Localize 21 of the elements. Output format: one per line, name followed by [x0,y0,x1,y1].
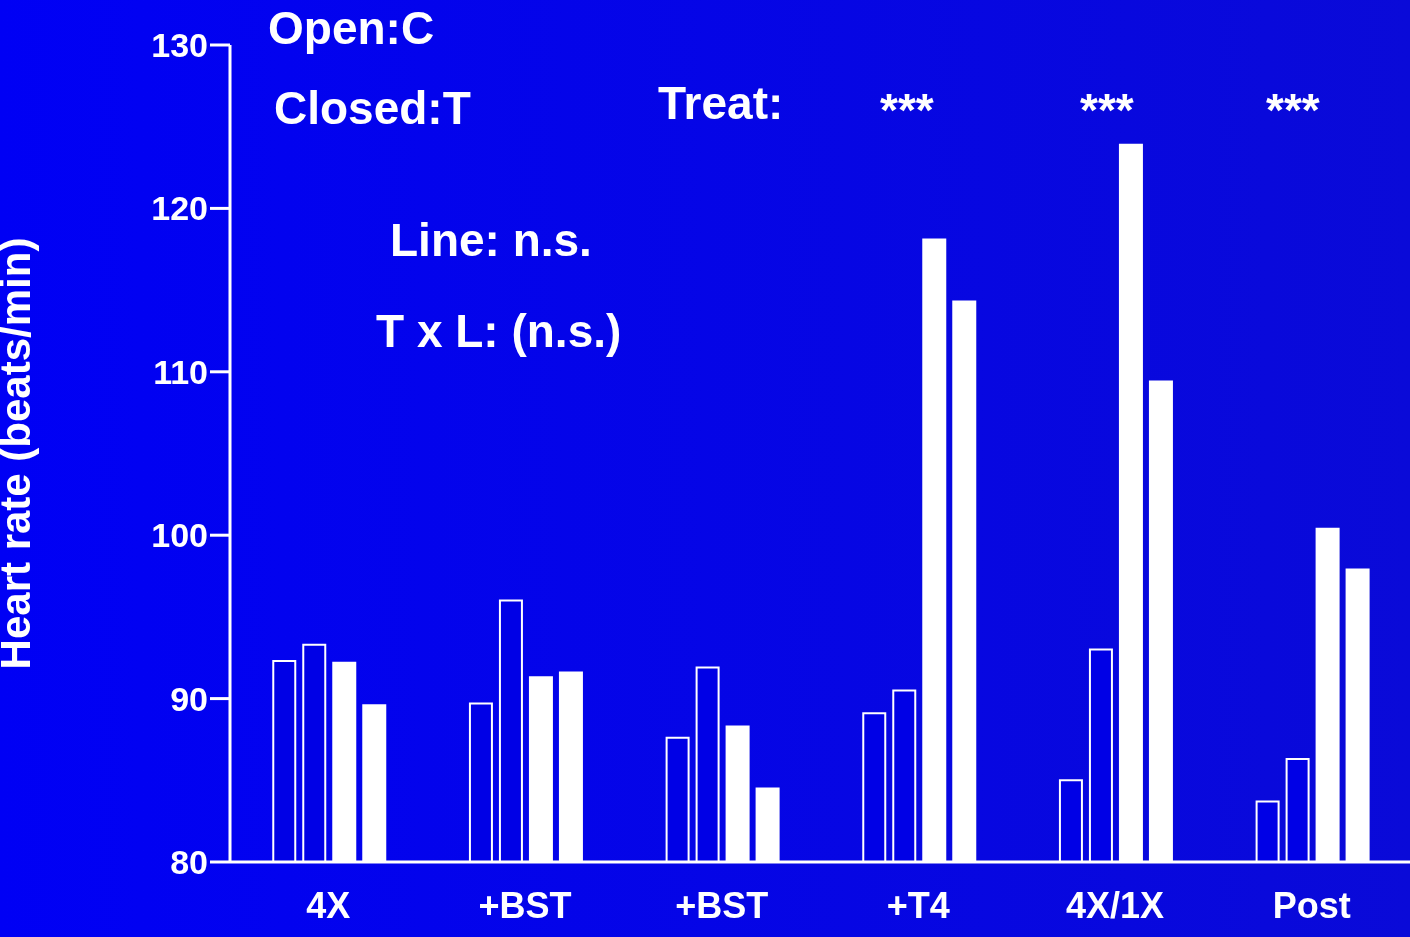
y-tick-label: 80 [170,843,208,882]
y-tick-label: 130 [151,26,208,65]
annotation: Line: n.s. [390,213,592,268]
annotation: Treat: [658,76,784,131]
y-tick-label: 120 [151,189,208,228]
x-tick-label: +BST [675,884,769,926]
y-tick-label: 100 [151,516,208,555]
y-axis-title: Heart rate (beats/min) [0,237,39,670]
annotation: Closed:T [274,81,471,136]
x-tick-label: Post [1272,884,1351,926]
x-tick-label: +T4 [886,884,950,926]
annotation: T x L: (n.s.) [376,304,622,359]
x-tick-label: 4X/1X [1065,884,1165,926]
annotation: *** [1266,83,1320,138]
y-tick-label: 90 [170,679,208,718]
annotation: Open:C [268,1,435,56]
y-tick-label: 110 [153,352,208,391]
annotation: *** [880,83,934,138]
annotation: *** [1080,83,1134,138]
x-tick-label: +BST [478,884,572,926]
x-tick-label: 4X [306,884,351,926]
